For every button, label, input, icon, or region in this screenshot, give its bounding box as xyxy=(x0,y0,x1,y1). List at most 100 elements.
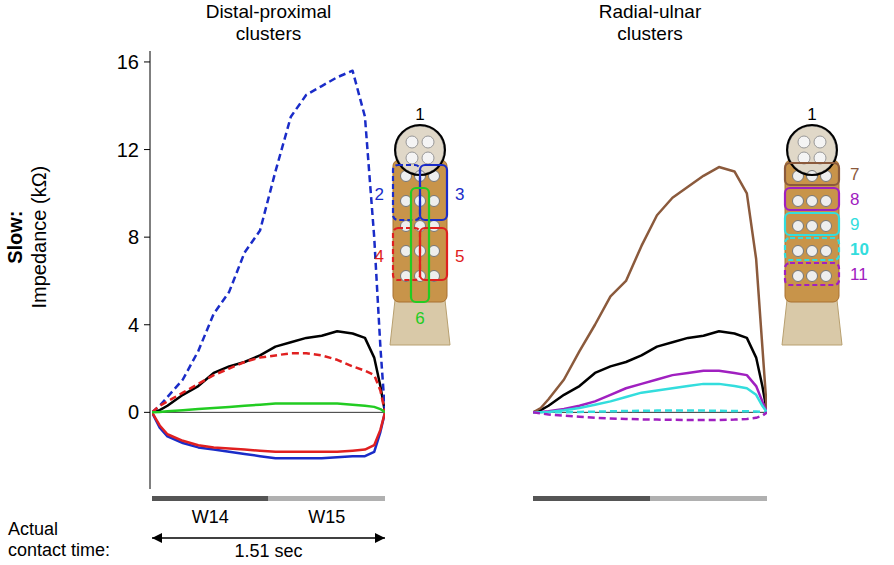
phase-bar xyxy=(152,496,269,501)
y-tick xyxy=(144,61,150,62)
tip-electrode xyxy=(798,136,810,148)
y-tick xyxy=(144,237,150,238)
series-line xyxy=(152,412,385,451)
title-line: Distal-proximal xyxy=(206,1,332,22)
series-line xyxy=(152,331,385,412)
electrode xyxy=(401,221,412,232)
electrode xyxy=(807,246,818,257)
cluster-label: 7 xyxy=(850,165,859,184)
lines xyxy=(152,71,385,459)
y-tick-label: 4 xyxy=(128,314,139,336)
cluster-label: 4 xyxy=(375,247,384,266)
series-line xyxy=(152,71,385,413)
contact-value: 1.51 sec xyxy=(234,541,302,561)
series-line xyxy=(533,412,767,420)
phase-bar xyxy=(269,496,386,501)
tip-electrode xyxy=(422,152,434,164)
electrode xyxy=(429,246,440,257)
electrode xyxy=(401,246,412,257)
phase-bar xyxy=(650,496,767,501)
y-tick xyxy=(144,324,150,325)
cluster-outline xyxy=(785,188,839,210)
electrode xyxy=(429,196,440,207)
y-tick-label: 0 xyxy=(128,401,139,423)
series-line xyxy=(152,404,385,413)
panel-title: Distal-proximalclusters xyxy=(206,1,332,44)
series-line xyxy=(533,411,767,413)
cluster-outline xyxy=(785,213,839,235)
title-line: Radial-ulnar xyxy=(599,1,702,22)
y-axis-title: Slow: xyxy=(4,210,26,263)
series-line xyxy=(533,371,767,413)
cluster-outline xyxy=(785,238,839,260)
title-line: clusters xyxy=(236,23,301,44)
electrode xyxy=(429,221,440,232)
contact-label: contact time: xyxy=(8,540,110,560)
cluster-outline xyxy=(411,188,429,302)
cluster-outline xyxy=(393,228,420,280)
electrode xyxy=(821,221,832,232)
finger-base xyxy=(390,300,450,345)
cluster-label: 9 xyxy=(850,215,859,234)
cluster-outline xyxy=(420,165,447,220)
panel: Radial-ulnarclusters 1 7 8 9 10 11 xyxy=(533,1,869,501)
contact-label: Actual xyxy=(8,519,58,539)
series-line xyxy=(533,167,767,412)
electrode xyxy=(807,271,818,282)
electrode xyxy=(793,246,804,257)
tip-electrode xyxy=(422,136,434,148)
electrode xyxy=(793,271,804,282)
y-tick-label: 12 xyxy=(117,139,139,161)
finger-body xyxy=(393,160,447,302)
tip-pad xyxy=(788,126,836,174)
cluster-label: 1 xyxy=(415,105,424,124)
electrode-inset: 1 7 8 9 10 11 xyxy=(782,105,869,345)
cluster-label: 11 xyxy=(850,265,868,284)
tip-electrode xyxy=(406,136,418,148)
contact-arrow xyxy=(152,537,385,538)
finger-body xyxy=(785,160,839,302)
y-axis-line xyxy=(150,51,151,489)
y-tick-label: 8 xyxy=(128,226,139,248)
phase-label: W14 xyxy=(192,507,229,527)
electrode xyxy=(401,196,412,207)
electrode-inset: 1 2 3 4 5 6 xyxy=(375,105,465,345)
panel: Distal-proximalclusters0481216Slow:Imped… xyxy=(4,1,464,561)
zero-line xyxy=(152,412,385,413)
title-line: clusters xyxy=(617,23,682,44)
lines xyxy=(533,167,767,420)
phase-bar xyxy=(533,496,650,501)
cluster-label: 8 xyxy=(850,190,859,209)
cluster-outline xyxy=(420,228,447,280)
electrode xyxy=(821,246,832,257)
finger-base xyxy=(782,300,842,345)
y-tick xyxy=(144,149,150,150)
y-tick xyxy=(144,412,150,413)
cluster-outline xyxy=(393,165,420,220)
tip-electrode xyxy=(406,152,418,164)
panel-title: Radial-ulnarclusters xyxy=(599,1,702,44)
cluster-outline xyxy=(785,163,839,185)
series-line xyxy=(152,353,385,412)
cluster-label: 3 xyxy=(455,185,464,204)
cluster-label: 2 xyxy=(375,185,384,204)
electrode xyxy=(821,196,832,207)
cluster-label: 6 xyxy=(415,309,424,328)
electrode xyxy=(807,221,818,232)
series-line xyxy=(152,412,385,458)
electrode xyxy=(793,196,804,207)
figure: Distal-proximalclusters0481216Slow:Imped… xyxy=(0,0,894,565)
electrode xyxy=(793,221,804,232)
cluster-outline xyxy=(787,125,837,175)
cluster-label: 5 xyxy=(455,247,464,266)
series-line xyxy=(533,384,767,412)
cluster-label: 1 xyxy=(807,105,816,124)
y-tick-label: 16 xyxy=(117,51,139,73)
electrode xyxy=(821,271,832,282)
y-axis-title: Impedance (kΩ) xyxy=(28,166,50,309)
phase-label: W15 xyxy=(308,507,345,527)
cluster-outline xyxy=(785,263,839,285)
tip-electrode xyxy=(814,136,826,148)
cluster-label: 10 xyxy=(850,240,869,259)
electrode xyxy=(807,196,818,207)
